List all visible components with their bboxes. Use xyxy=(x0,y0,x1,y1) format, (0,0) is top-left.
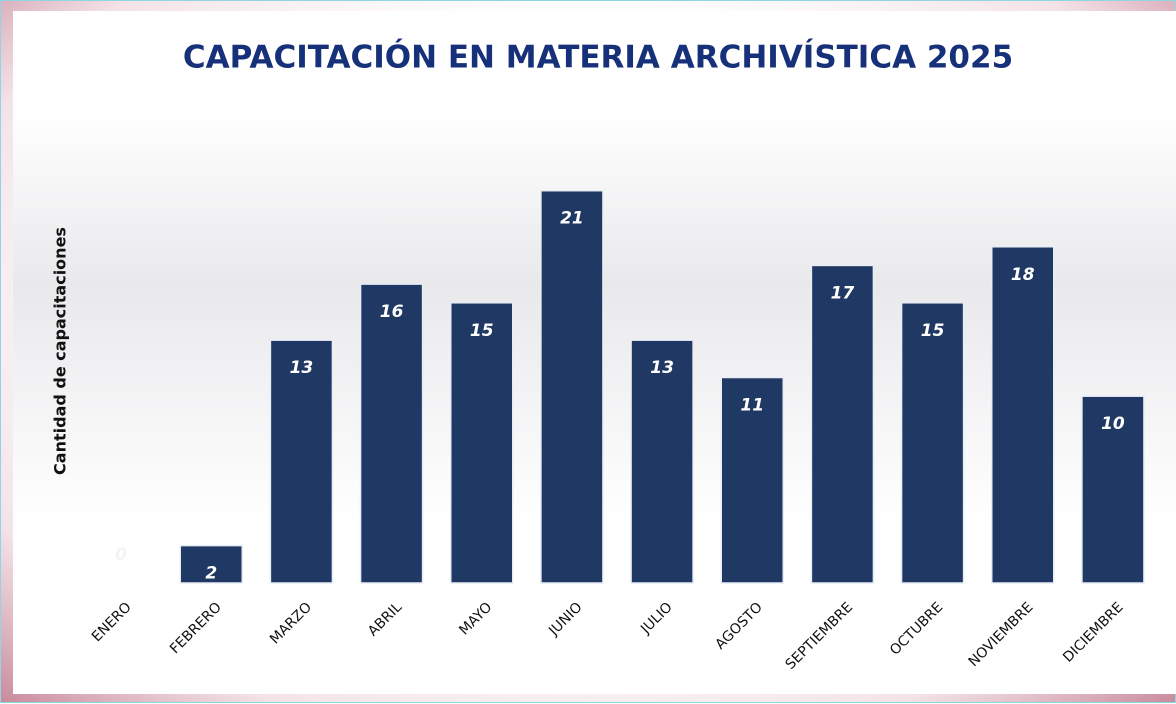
data-label: 21 xyxy=(560,209,584,229)
data-label: 13 xyxy=(650,358,674,378)
data-label: 15 xyxy=(921,321,945,341)
data-label: 16 xyxy=(380,302,404,322)
x-tick-label: ABRIL xyxy=(365,599,405,639)
bar xyxy=(540,189,604,584)
x-tick-label: ENERO xyxy=(89,599,135,645)
data-label: 17 xyxy=(831,283,855,303)
x-tick-label: OCTUBRE xyxy=(887,599,946,658)
x-tick-label: DICIEMBRE xyxy=(1060,599,1126,665)
bar xyxy=(179,544,243,584)
x-tick-label: NOVIEMBRE xyxy=(966,599,1037,670)
bar xyxy=(991,246,1055,584)
bar xyxy=(720,376,784,584)
bar xyxy=(1081,395,1145,584)
bar xyxy=(630,339,694,584)
data-label: 0 xyxy=(115,545,127,565)
data-label: 11 xyxy=(740,396,764,416)
x-tick-label: JULIO xyxy=(637,599,675,637)
x-tick-label: AGOSTO xyxy=(712,599,766,653)
data-label: 10 xyxy=(1101,414,1125,434)
x-tick-label: MAYO xyxy=(456,599,495,638)
bar xyxy=(269,339,334,584)
x-tick-label: SEPTIEMBRE xyxy=(783,599,857,673)
bar xyxy=(359,283,424,584)
data-label: 13 xyxy=(290,358,314,378)
data-label: 15 xyxy=(470,321,494,341)
x-tick-label: JUNIO xyxy=(545,599,585,639)
data-label: 2 xyxy=(205,564,217,584)
bar xyxy=(810,264,875,584)
chart-title: CAPACITACIÓN EN MATERIA ARCHIVÍSTICA 202… xyxy=(183,39,1013,76)
x-tick-label: MARZO xyxy=(267,599,315,647)
data-label: 18 xyxy=(1011,265,1035,285)
bar xyxy=(450,302,514,584)
bar xyxy=(900,302,965,584)
x-tick-label: FEBRERO xyxy=(167,599,225,657)
y-axis-label: Cantidad de capacitaciones xyxy=(51,227,70,475)
